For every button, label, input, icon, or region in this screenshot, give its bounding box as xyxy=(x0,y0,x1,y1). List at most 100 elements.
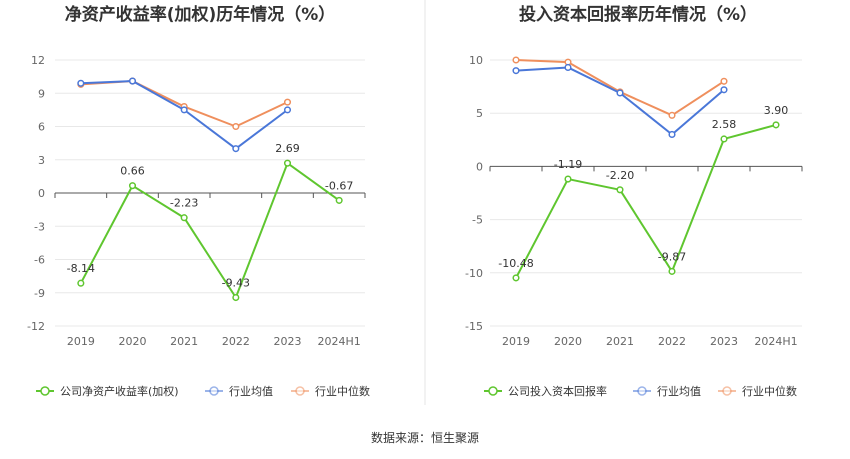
data-point xyxy=(512,56,520,64)
series-1: -8.14 0.66 -2.23 -9.43 2.69 -0.67 xyxy=(67,142,353,302)
data-point xyxy=(180,106,188,114)
y-tick-label: 10 xyxy=(469,54,483,67)
data-point xyxy=(668,111,676,119)
x-tick-label: 2023 xyxy=(710,335,738,348)
data-label: 2.58 xyxy=(712,118,737,131)
x-tick-label: 2022 xyxy=(658,335,686,348)
data-label: 0.66 xyxy=(120,165,145,178)
legend-item-3: 行业中位数 xyxy=(291,384,370,398)
x-tick-label: 2019 xyxy=(502,335,530,348)
x-tick-label: 2021 xyxy=(606,335,634,348)
x-tick-label: 2022 xyxy=(222,335,250,348)
series-2 xyxy=(77,77,292,153)
y-tick-label: 5 xyxy=(476,107,483,120)
data-point xyxy=(77,79,85,87)
legend-swatch-marker xyxy=(722,386,732,396)
data-label: -9.87 xyxy=(658,250,686,263)
y-tick-label: -6 xyxy=(34,254,45,267)
data-label: -2.23 xyxy=(170,197,198,210)
data-point xyxy=(77,279,85,287)
data-point xyxy=(180,214,188,222)
series-line xyxy=(80,80,289,150)
data-point xyxy=(128,77,137,85)
data-point xyxy=(720,77,728,85)
legend-label: 公司净资产收益率(加权) xyxy=(60,384,179,398)
data-point xyxy=(564,63,572,71)
legend-item-2: 行业均值 xyxy=(633,385,701,398)
legend-item-3: 行业中位数 xyxy=(718,384,797,398)
legend-label: 行业中位数 xyxy=(315,384,370,398)
legend-label: 行业均值 xyxy=(229,385,273,398)
series-3 xyxy=(77,77,292,131)
y-tick-label: -10 xyxy=(465,267,483,280)
data-point xyxy=(720,86,728,94)
data-point xyxy=(668,267,676,275)
chart-title: 净资产收益率(加权)历年情况（%） xyxy=(65,4,336,25)
legend-swatch-marker xyxy=(40,386,50,396)
data-label: -9.43 xyxy=(222,277,250,290)
y-tick-label: -12 xyxy=(27,320,45,333)
legend-swatch-marker xyxy=(295,386,305,396)
legend-swatch-marker xyxy=(637,386,647,396)
y-tick-label: -5 xyxy=(472,214,483,227)
data-point xyxy=(512,274,520,282)
chart-2: 投入资本回报率历年情况（%） 10 5 0 -5 -10 -15 2019 2020 2021 20… xyxy=(465,4,803,398)
legend-swatch-marker xyxy=(488,386,498,396)
data-point xyxy=(720,135,728,143)
legend-item-1: 公司净资产收益率(加权) xyxy=(36,384,179,398)
data-point xyxy=(335,196,343,204)
legend-label: 行业中位数 xyxy=(742,384,797,398)
series-line xyxy=(79,162,340,299)
data-point xyxy=(128,182,137,190)
data-point xyxy=(512,67,520,75)
series-1: -10.48 -1.19 -2.20 -9.87 2.58 3.90 xyxy=(498,104,789,282)
legend-item-2: 行业均值 xyxy=(205,385,273,398)
legend-item-1: 公司投入资本回报率 xyxy=(484,384,607,398)
x-tick-label: 2023 xyxy=(274,335,302,348)
data-point xyxy=(283,106,292,114)
data-point xyxy=(616,186,624,194)
chart-title: 投入资本回报率历年情况（%） xyxy=(519,4,757,25)
y-tick-label: 0 xyxy=(476,160,483,173)
series-2 xyxy=(512,63,728,139)
data-point xyxy=(772,121,780,129)
data-point xyxy=(616,89,624,97)
x-tick-label: 2021 xyxy=(170,335,198,348)
data-point xyxy=(564,175,572,183)
y-tick-label: 9 xyxy=(38,87,45,100)
data-point xyxy=(232,145,240,153)
y-tick-label: 6 xyxy=(38,121,45,134)
legend-label: 公司投入资本回报率 xyxy=(508,384,607,398)
data-point xyxy=(232,122,240,131)
x-tick-label: 2024H1 xyxy=(754,335,797,348)
data-point xyxy=(668,130,676,139)
series-3 xyxy=(512,56,728,119)
data-label: -10.48 xyxy=(498,257,533,270)
x-tick-label: 2019 xyxy=(67,335,95,348)
x-tick-label: 2020 xyxy=(119,335,147,348)
x-tick-label: 2024H1 xyxy=(318,335,361,348)
data-point xyxy=(283,98,292,106)
legend-swatch-marker xyxy=(209,386,219,396)
y-tick-label: -9 xyxy=(34,287,45,300)
data-point xyxy=(232,293,240,302)
data-label: 2.69 xyxy=(275,142,300,155)
source-text: 数据来源：恒生聚源 xyxy=(371,430,479,445)
data-point xyxy=(283,159,292,167)
series-line xyxy=(515,123,777,279)
data-label: -2.20 xyxy=(606,169,634,182)
data-label: 3.90 xyxy=(764,104,789,117)
x-tick-label: 2020 xyxy=(554,335,582,348)
y-tick-label: -3 xyxy=(34,220,45,233)
y-tick-label: 3 xyxy=(38,154,45,167)
legend-label: 行业均值 xyxy=(657,385,701,398)
y-tick-label: 12 xyxy=(31,54,45,67)
data-label: -8.14 xyxy=(67,262,95,275)
y-tick-label: 0 xyxy=(38,187,45,200)
data-label: -0.67 xyxy=(325,179,353,192)
y-tick-label: -15 xyxy=(465,320,483,333)
data-label: -1.19 xyxy=(554,158,582,171)
chart-1: 净资产收益率(加权)历年情况（%） 12 9 6 3 0 -3 -6 -9 -12 2019 2020… xyxy=(27,4,370,398)
